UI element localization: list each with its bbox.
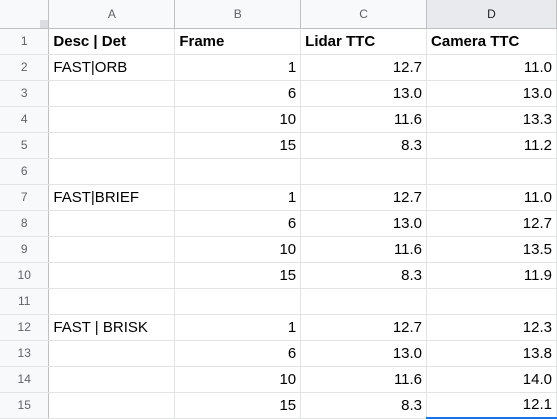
table-row: 12 FAST | BRISK 1 12.7 12.3 [0, 314, 557, 341]
column-header-row: A B C D [0, 0, 557, 29]
row-header[interactable]: 14 [0, 366, 50, 393]
row-header[interactable]: 13 [0, 340, 50, 367]
table-row: 6 [0, 158, 557, 185]
table-row: 2 FAST|ORB 1 12.7 11.0 [0, 54, 557, 81]
table-row: 4 10 11.6 13.3 [0, 106, 557, 133]
cell-a13[interactable] [48, 340, 176, 367]
row-header[interactable]: 8 [0, 210, 50, 237]
cell-d14[interactable]: 14.0 [426, 366, 557, 393]
cell-a2[interactable]: FAST|ORB [48, 54, 176, 81]
select-all-corner[interactable] [0, 0, 50, 29]
table-row: 7 FAST|BRIEF 1 12.7 11.0 [0, 184, 557, 211]
cell-b13[interactable]: 6 [174, 340, 302, 367]
cell-c12[interactable]: 12.7 [300, 314, 428, 341]
row-header[interactable]: 2 [0, 54, 50, 81]
cell-a8[interactable] [48, 210, 176, 237]
cell-d3[interactable]: 13.0 [426, 80, 557, 107]
cell-b1[interactable]: Frame [174, 28, 302, 55]
cell-c15[interactable]: 8.3 [300, 392, 428, 419]
cell-b12[interactable]: 1 [174, 314, 302, 341]
cell-c11[interactable] [300, 288, 428, 315]
corner-triangle-icon [40, 19, 48, 27]
column-header-a[interactable]: A [48, 0, 176, 29]
row-header[interactable]: 4 [0, 106, 50, 133]
cell-d6[interactable] [426, 158, 557, 185]
cell-a1[interactable]: Desc | Det [48, 28, 176, 55]
column-header-b[interactable]: B [174, 0, 302, 29]
table-row: 10 15 8.3 11.9 [0, 262, 557, 289]
cell-d2[interactable]: 11.0 [426, 54, 557, 81]
cell-a4[interactable] [48, 106, 176, 133]
cell-b11[interactable] [174, 288, 302, 315]
cell-a7[interactable]: FAST|BRIEF [48, 184, 176, 211]
cell-a6[interactable] [48, 158, 176, 185]
cell-b5[interactable]: 15 [174, 132, 302, 159]
cell-c6[interactable] [300, 158, 428, 185]
row-header[interactable]: 9 [0, 236, 50, 263]
cell-d7[interactable]: 11.0 [426, 184, 557, 211]
row-header[interactable]: 3 [0, 80, 50, 107]
cell-d8[interactable]: 12.7 [426, 210, 557, 237]
cell-c2[interactable]: 12.7 [300, 54, 428, 81]
cell-b3[interactable]: 6 [174, 80, 302, 107]
table-row: 3 6 13.0 13.0 [0, 80, 557, 107]
cell-d1[interactable]: Camera TTC [426, 28, 557, 55]
cell-b10[interactable]: 15 [174, 262, 302, 289]
cell-a12[interactable]: FAST | BRISK [48, 314, 176, 341]
row-header[interactable]: 10 [0, 262, 50, 289]
cell-c7[interactable]: 12.7 [300, 184, 428, 211]
cell-b14[interactable]: 10 [174, 366, 302, 393]
table-row: 11 [0, 288, 557, 315]
cell-d4[interactable]: 13.3 [426, 106, 557, 133]
cell-c10[interactable]: 8.3 [300, 262, 428, 289]
cell-c8[interactable]: 13.0 [300, 210, 428, 237]
cell-a15[interactable] [48, 392, 176, 419]
cell-c5[interactable]: 8.3 [300, 132, 428, 159]
column-header-c[interactable]: C [300, 0, 428, 29]
table-row: 13 6 13.0 13.8 [0, 340, 557, 367]
table-row: 1 Desc | Det Frame Lidar TTC Camera TTC [0, 28, 557, 55]
cell-b9[interactable]: 10 [174, 236, 302, 263]
row-header[interactable]: 5 [0, 132, 50, 159]
cell-b2[interactable]: 1 [174, 54, 302, 81]
table-row: 5 15 8.3 11.2 [0, 132, 557, 159]
cell-a9[interactable] [48, 236, 176, 263]
cell-d9[interactable]: 13.5 [426, 236, 557, 263]
cell-c3[interactable]: 13.0 [300, 80, 428, 107]
cell-a10[interactable] [48, 262, 176, 289]
column-header-d[interactable]: D [426, 0, 557, 29]
row-header[interactable]: 6 [0, 158, 50, 185]
row-header[interactable]: 11 [0, 288, 50, 315]
cell-c14[interactable]: 11.6 [300, 366, 428, 393]
cell-b6[interactable] [174, 158, 302, 185]
cell-d5[interactable]: 11.2 [426, 132, 557, 159]
cell-c13[interactable]: 13.0 [300, 340, 428, 367]
cell-a14[interactable] [48, 366, 176, 393]
table-row: 8 6 13.0 12.7 [0, 210, 557, 237]
cell-a5[interactable] [48, 132, 176, 159]
cell-c9[interactable]: 11.6 [300, 236, 428, 263]
cell-d15[interactable]: 12.1 [426, 392, 557, 419]
cell-d10[interactable]: 11.9 [426, 262, 557, 289]
row-header[interactable]: 12 [0, 314, 50, 341]
table-row: 9 10 11.6 13.5 [0, 236, 557, 263]
cell-b15[interactable]: 15 [174, 392, 302, 419]
cell-d12[interactable]: 12.3 [426, 314, 557, 341]
cell-b7[interactable]: 1 [174, 184, 302, 211]
table-row: 14 10 11.6 14.0 [0, 366, 557, 393]
table-row: 15 15 8.3 12.1 [0, 392, 557, 419]
cell-b8[interactable]: 6 [174, 210, 302, 237]
row-header[interactable]: 1 [0, 28, 50, 55]
row-header[interactable]: 7 [0, 184, 50, 211]
cell-b4[interactable]: 10 [174, 106, 302, 133]
row-header[interactable]: 15 [0, 392, 50, 419]
cell-c1[interactable]: Lidar TTC [300, 28, 428, 55]
cell-c4[interactable]: 11.6 [300, 106, 428, 133]
cell-a3[interactable] [48, 80, 176, 107]
cell-d11[interactable] [426, 288, 557, 315]
cell-a11[interactable] [48, 288, 176, 315]
cell-d13[interactable]: 13.8 [426, 340, 557, 367]
